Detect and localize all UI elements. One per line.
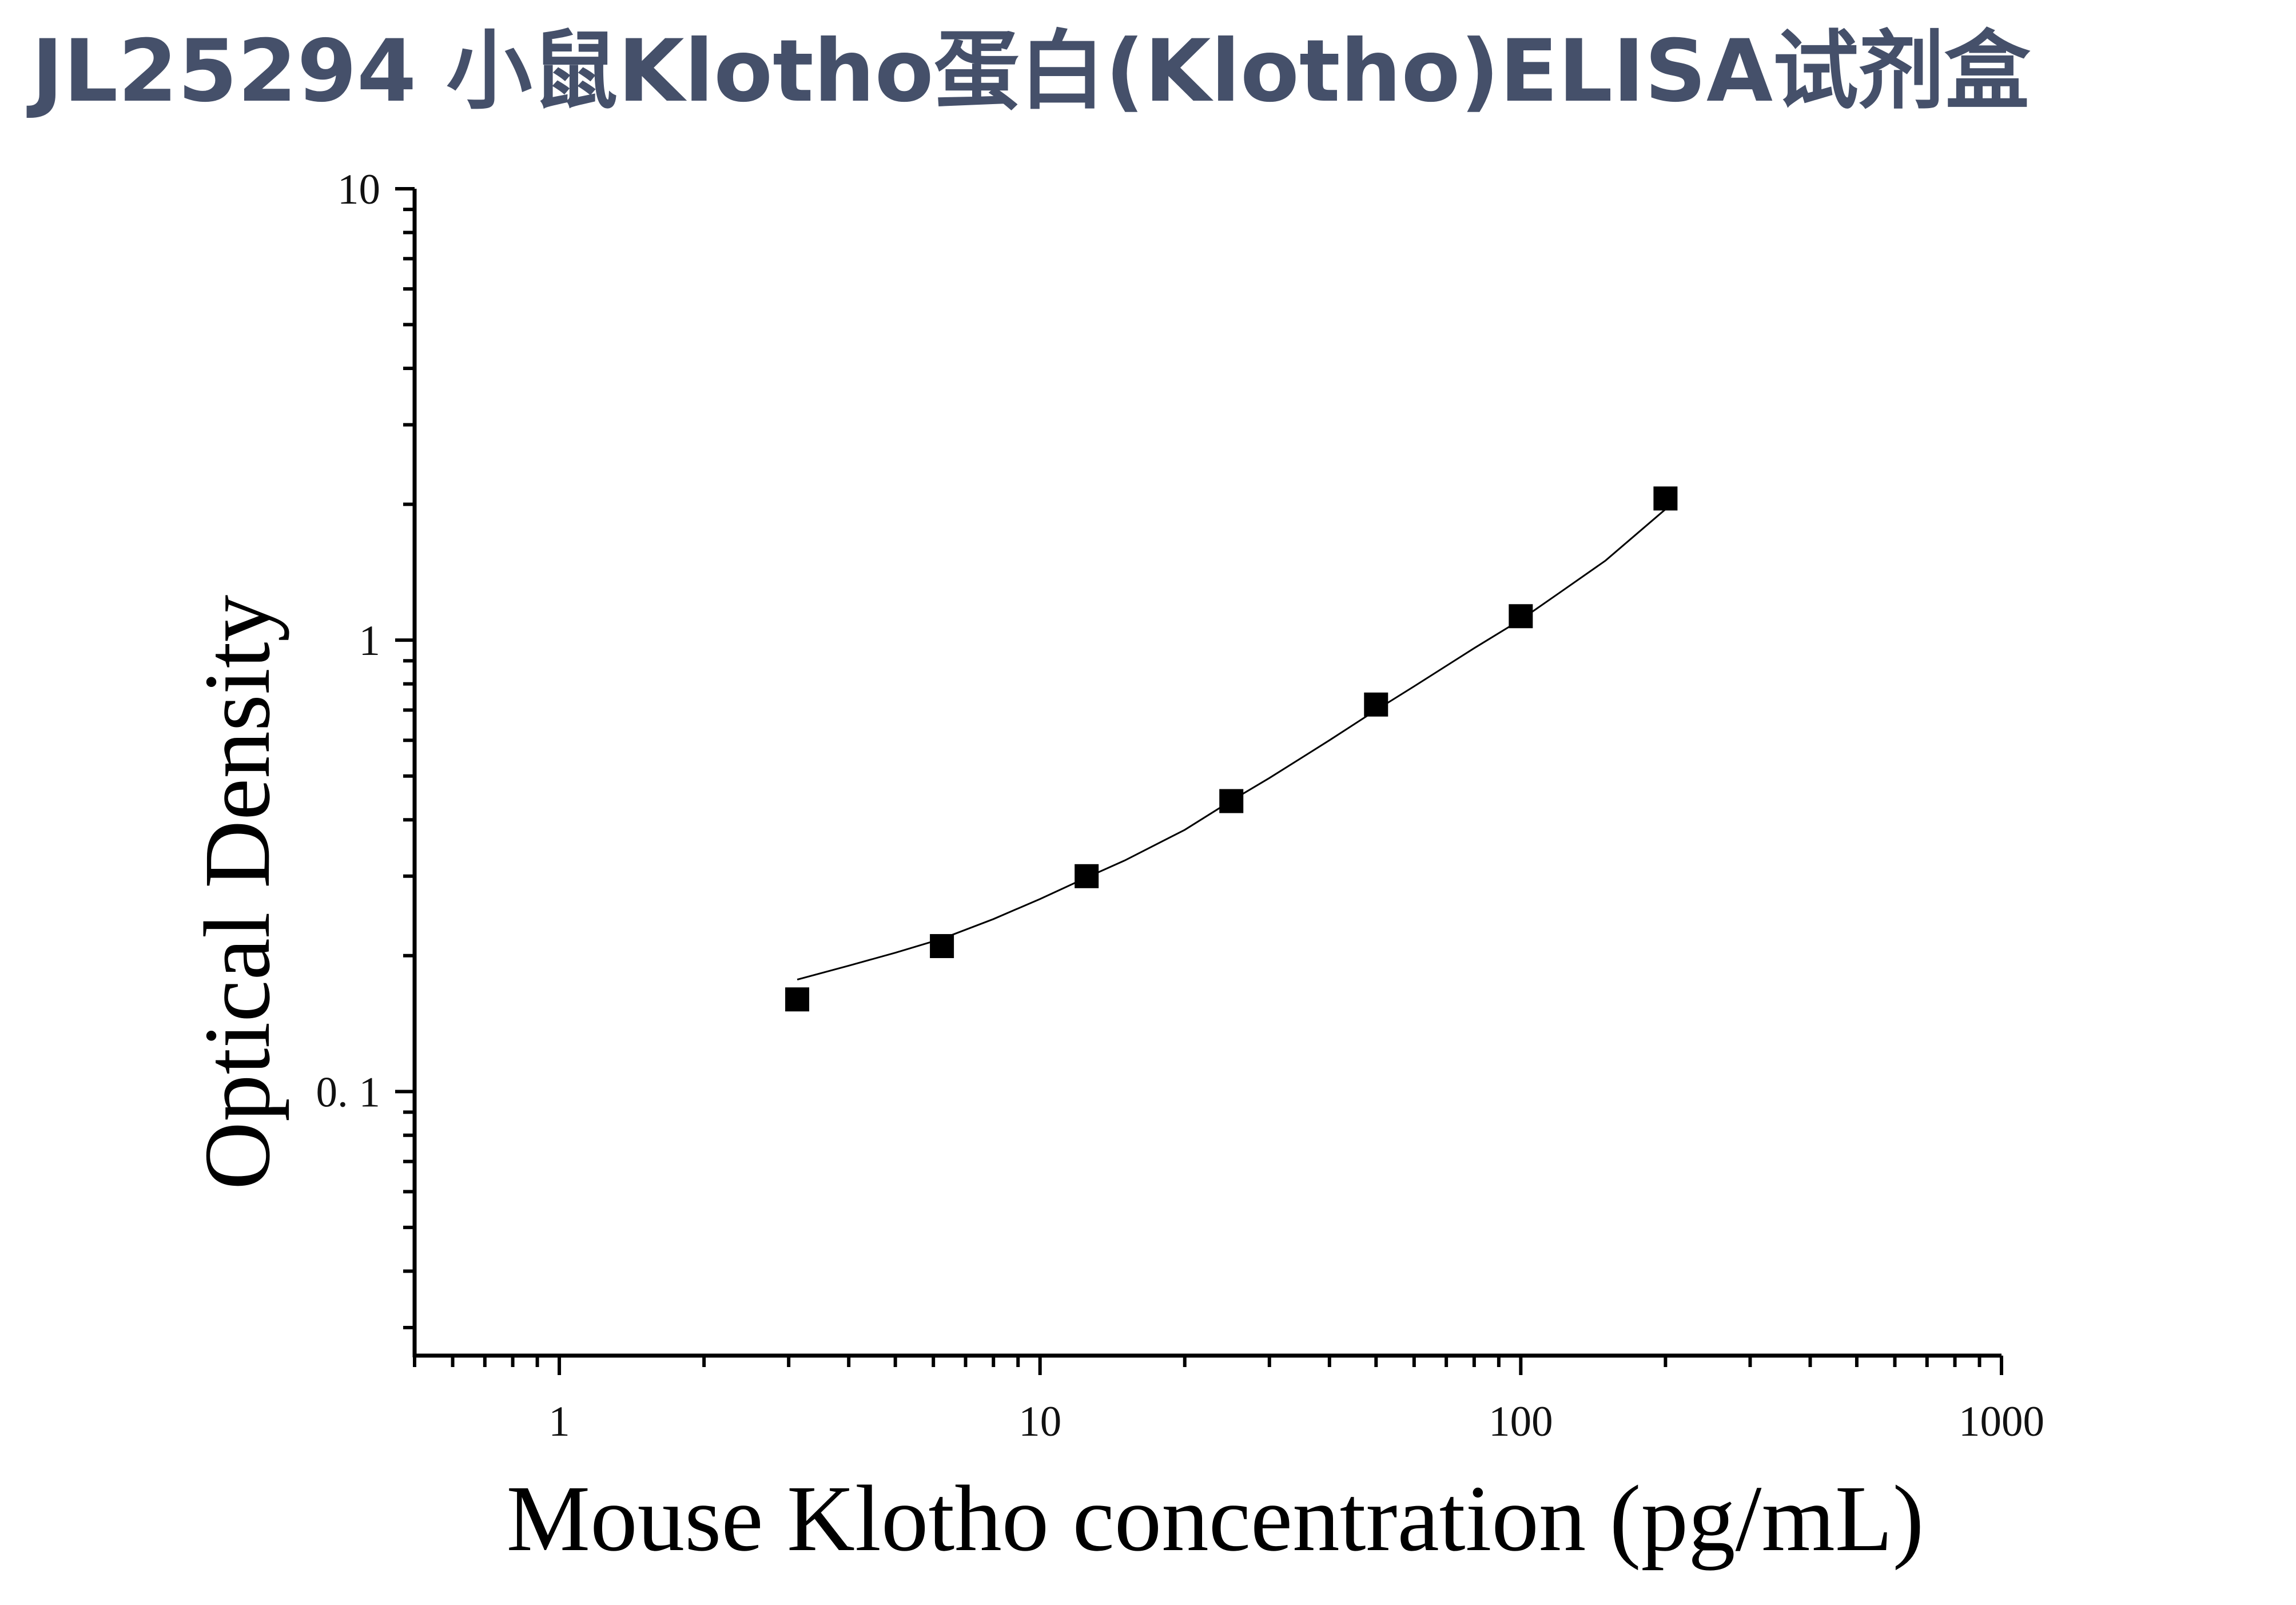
- x-tick-label: 1: [548, 1398, 570, 1445]
- chart-title: JL25294 小鼠Klotho蛋白(Klotho)ELISA试剂盒: [31, 22, 2031, 121]
- fit-curve-group: [797, 508, 1666, 981]
- data-points: [785, 486, 1678, 1012]
- y-tick-label: 0. 1: [316, 1068, 381, 1116]
- data-point: [1075, 864, 1099, 888]
- y-tick-label: 1: [359, 617, 381, 665]
- data-point: [1219, 789, 1244, 813]
- data-point: [1509, 604, 1533, 629]
- x-axis-title: Mouse Klotho concentration (pg/mL): [506, 1466, 1924, 1571]
- tick-labels: 1 10 100 1000 0. 1 1 10: [316, 166, 2045, 1445]
- axes: [412, 189, 2001, 1358]
- x-tick-label: 10: [1018, 1398, 1061, 1445]
- x-tick-label: 100: [1489, 1398, 1553, 1445]
- fit-curve: [797, 508, 1666, 981]
- data-point: [930, 934, 954, 959]
- data-point: [1653, 486, 1678, 511]
- y-axis-title: Optical Density: [185, 595, 289, 1190]
- y-tick-label: 10: [337, 166, 380, 213]
- data-point: [785, 987, 810, 1012]
- ticks: [395, 187, 2003, 1375]
- data-point: [1364, 692, 1388, 717]
- x-tick-label: 1000: [1959, 1398, 2044, 1445]
